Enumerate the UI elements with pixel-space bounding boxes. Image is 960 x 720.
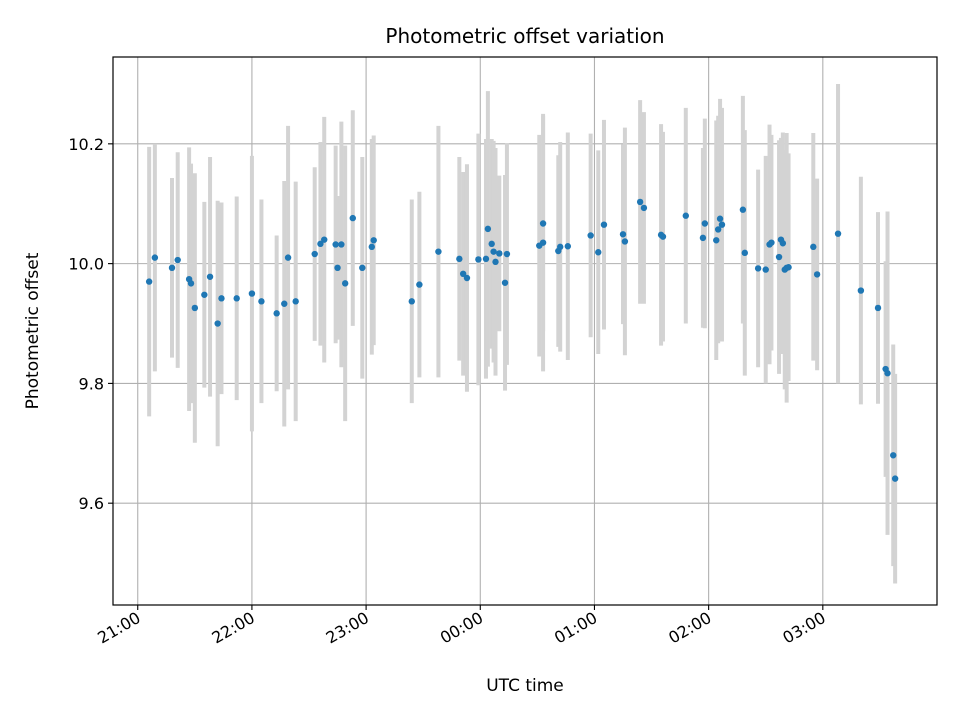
- data-point: [890, 452, 897, 459]
- data-point: [595, 249, 602, 256]
- y-tick-label: 10.0: [68, 255, 104, 274]
- data-point: [284, 254, 292, 261]
- data-point: [539, 220, 547, 227]
- data-point: [214, 320, 221, 327]
- data-point: [151, 254, 159, 261]
- data-point: [456, 255, 463, 263]
- y-tick-label: 9.8: [79, 374, 104, 393]
- data-point: [834, 230, 842, 237]
- data-point: [408, 298, 415, 305]
- data-point: [317, 240, 324, 248]
- data-point: [714, 226, 722, 233]
- data-point: [233, 295, 240, 302]
- y-tick-label: 10.2: [68, 135, 104, 154]
- data-point: [311, 250, 318, 258]
- x-axis-label: UTC time: [486, 676, 564, 696]
- data-point: [775, 253, 783, 261]
- data-point: [273, 310, 280, 317]
- data-point: [359, 264, 366, 272]
- data-point: [810, 243, 817, 251]
- data-point: [779, 240, 787, 247]
- data-points: [145, 198, 899, 482]
- data-point: [503, 250, 511, 258]
- data-point: [201, 291, 208, 298]
- data-point: [636, 198, 644, 206]
- data-point: [659, 233, 667, 240]
- data-point: [682, 212, 690, 219]
- data-point: [292, 298, 299, 305]
- data-point: [463, 274, 471, 282]
- data-point: [218, 295, 225, 302]
- data-point: [587, 232, 594, 239]
- data-point: [891, 475, 899, 482]
- data-point: [482, 255, 490, 263]
- data-point: [884, 370, 891, 377]
- data-point: [145, 278, 153, 285]
- data-point: [341, 280, 349, 287]
- data-point: [699, 234, 707, 242]
- data-point: [206, 273, 214, 280]
- data-point: [857, 287, 865, 294]
- data-point: [488, 240, 495, 248]
- data-point: [187, 280, 195, 287]
- data-point: [713, 237, 720, 244]
- data-point: [716, 215, 724, 222]
- data-point: [248, 290, 256, 297]
- y-tick-label: 9.6: [79, 494, 104, 513]
- data-point: [174, 256, 181, 264]
- data-point: [321, 236, 328, 243]
- data-point: [370, 237, 377, 244]
- data-point: [490, 248, 497, 255]
- data-point: [539, 239, 547, 246]
- data-point: [640, 204, 648, 212]
- data-point: [484, 225, 492, 233]
- data-point: [349, 214, 356, 222]
- data-point: [475, 256, 482, 263]
- data-point: [168, 264, 176, 272]
- data-point: [332, 241, 339, 248]
- data-point: [258, 298, 265, 305]
- data-point: [501, 279, 509, 286]
- plot-frame: [112, 56, 938, 606]
- data-point: [754, 265, 762, 272]
- data-point: [191, 304, 199, 312]
- data-point: [785, 264, 792, 271]
- data-point: [813, 271, 821, 278]
- y-axis-label: Photometric offset: [23, 252, 43, 409]
- data-point: [496, 250, 503, 257]
- data-point: [459, 270, 467, 278]
- data-point: [739, 206, 747, 213]
- data-point: [557, 243, 564, 251]
- data-point: [874, 304, 882, 312]
- data-point: [368, 243, 376, 251]
- data-point: [492, 258, 499, 266]
- data-point: [619, 231, 627, 238]
- data-point: [621, 238, 629, 245]
- data-point: [334, 264, 341, 272]
- data-point: [416, 281, 423, 288]
- data-point: [281, 300, 288, 307]
- chart-title: Photometric offset variation: [385, 24, 664, 48]
- data-point: [741, 249, 748, 257]
- data-point: [338, 241, 345, 248]
- data-point: [564, 243, 572, 250]
- data-point: [768, 239, 775, 246]
- data-point: [600, 221, 608, 228]
- data-point: [701, 220, 709, 227]
- data-point: [718, 221, 726, 228]
- data-point: [762, 266, 769, 273]
- data-point: [435, 248, 442, 255]
